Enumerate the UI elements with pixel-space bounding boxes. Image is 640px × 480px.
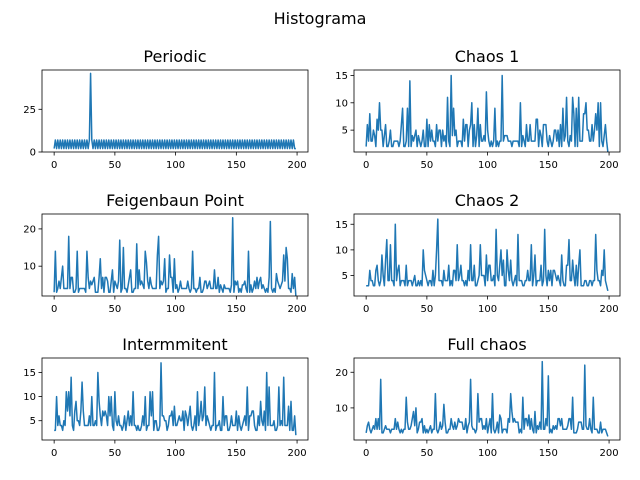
x-tick-label: 200 [288,304,307,315]
y-tick-label: 10 [335,403,348,414]
x-tick-label: 150 [539,448,558,459]
x-tick-label: 100 [478,448,497,459]
axes-frame [41,357,309,441]
axes-frame [353,357,621,441]
x-tick-label: 0 [51,304,57,315]
y-tick-label: 5 [30,416,36,427]
x-tick-label: 50 [109,448,122,459]
subplot-title: Feigenbaun Point [106,191,244,210]
axes-frame [353,213,621,297]
x-tick-label: 50 [109,160,122,171]
x-tick-label: 100 [166,304,185,315]
x-tick-label: 0 [363,448,369,459]
x-tick-label: 200 [600,160,619,171]
x-tick-label: 0 [363,160,369,171]
y-tick-label: 15 [23,368,36,379]
subplot-title: Chaos 2 [455,191,520,210]
x-tick-label: 0 [363,304,369,315]
series-line [54,362,297,436]
subplot-4: Chaos 2 0 50 100 150 200 5 10 15 [335,191,621,315]
x-tick-label: 150 [227,160,246,171]
y-tick-label: 20 [335,368,348,379]
subplot-6: Full chaos 0 50 100 150 200 10 20 [335,335,621,459]
x-tick-label: 150 [539,304,558,315]
y-tick-label: 5 [342,126,348,137]
x-tick-label: 150 [539,160,558,171]
y-tick-label: 5 [342,271,348,282]
y-tick-label: 0 [30,148,36,159]
y-tick-label: 15 [335,71,348,82]
subplot-5: Intermmitent 0 50 100 150 200 5 10 15 [23,335,309,459]
x-tick-label: 200 [288,160,307,171]
x-tick-label: 150 [227,448,246,459]
x-tick-label: 100 [478,304,497,315]
x-tick-label: 100 [166,160,185,171]
subplot-title: Periodic [143,47,206,66]
y-tick-label: 10 [335,245,348,256]
series-line [53,72,296,150]
figure-suptitle: Histograma [274,9,367,28]
axes-frame [353,69,621,153]
series-line [366,218,609,292]
x-tick-label: 0 [51,160,57,171]
x-tick-label: 200 [288,448,307,459]
x-tick-label: 200 [600,304,619,315]
y-tick-label: 20 [23,224,36,235]
subplot-1: Periodic 0 50 100 150 200 0 25 [23,47,309,171]
y-tick-label: 10 [335,98,348,109]
x-tick-label: 150 [227,304,246,315]
subplot-3: Feigenbaun Point 0 50 100 150 200 10 20 [23,191,309,315]
subplot-2: Chaos 1 0 50 100 150 200 5 10 15 [335,47,621,171]
x-tick-label: 200 [600,448,619,459]
subplot-title: Full chaos [447,335,526,354]
x-tick-label: 0 [51,448,57,459]
x-tick-label: 100 [166,448,185,459]
x-tick-label: 100 [478,160,497,171]
axes-frame [41,69,309,153]
axes-frame [41,213,309,297]
y-tick-label: 15 [335,220,348,231]
y-tick-label: 10 [23,262,36,273]
series-line [53,216,297,297]
x-tick-label: 50 [421,448,434,459]
y-tick-label: 25 [23,105,36,116]
subplot-title: Intermmitent [122,335,227,354]
x-tick-label: 50 [109,304,122,315]
series-line [365,74,609,153]
x-tick-label: 50 [421,304,434,315]
subplot-title: Chaos 1 [455,47,520,66]
y-tick-label: 10 [23,392,36,403]
x-tick-label: 50 [421,160,434,171]
series-line [365,360,609,437]
